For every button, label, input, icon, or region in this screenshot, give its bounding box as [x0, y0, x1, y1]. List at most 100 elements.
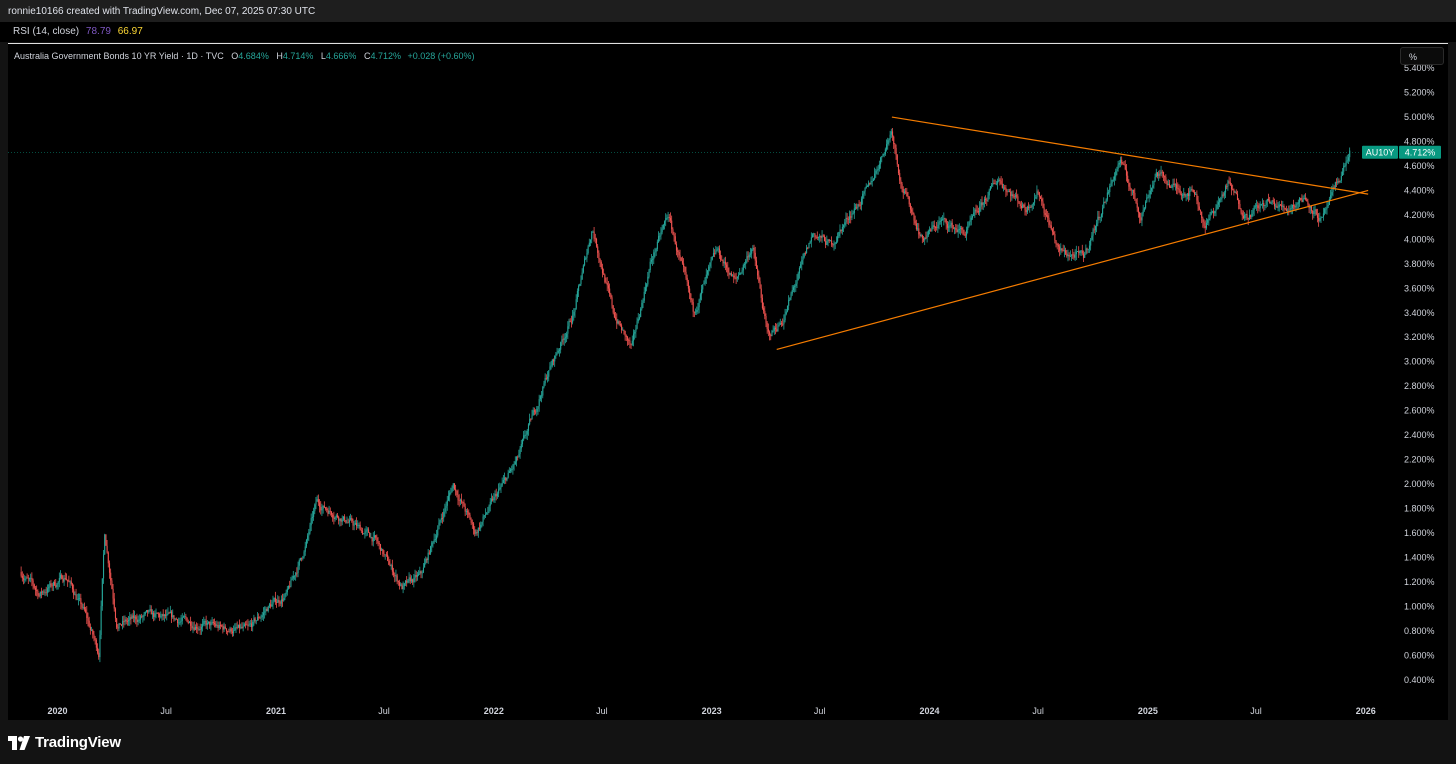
- candle-body: [578, 285, 580, 292]
- candle-body: [894, 144, 896, 148]
- candle-body: [550, 365, 552, 367]
- candle-body: [919, 234, 921, 237]
- indicator-panel: [0, 22, 1456, 42]
- candle-body: [838, 231, 840, 237]
- candle-body: [514, 461, 516, 465]
- rsi-legend[interactable]: RSI (14, close) 78.79 66.97: [13, 26, 143, 37]
- candle-body: [1133, 189, 1135, 193]
- candle-body: [182, 616, 185, 618]
- candle-body: [627, 336, 629, 341]
- candle-body: [54, 582, 56, 586]
- candle-body: [638, 317, 641, 319]
- candle-body: [153, 612, 155, 617]
- candle-body: [956, 229, 958, 233]
- candle-body: [927, 230, 929, 236]
- candle-body: [739, 272, 741, 276]
- candle-body: [925, 237, 927, 239]
- candle-body: [132, 615, 134, 618]
- candle-body: [64, 577, 66, 579]
- y-tick-label: 4.200%: [1404, 210, 1435, 220]
- panel-separator[interactable]: [8, 43, 1448, 44]
- candle-body: [167, 612, 169, 615]
- candle-body: [868, 182, 870, 187]
- candle-body: [903, 191, 906, 194]
- candle-body: [508, 471, 510, 473]
- chart-area[interactable]: [8, 44, 1448, 720]
- candle-body: [771, 330, 773, 337]
- candle-body: [206, 622, 208, 625]
- candle-body: [759, 281, 761, 289]
- candle-body: [938, 221, 940, 225]
- candle-body: [591, 232, 593, 240]
- x-tick-label: 2023: [702, 706, 722, 716]
- candle-body: [425, 558, 427, 564]
- candle-body: [1267, 198, 1270, 201]
- candle-body: [1098, 216, 1100, 218]
- candle-body: [826, 241, 828, 245]
- candle-body: [407, 579, 409, 583]
- candle-body: [654, 251, 656, 253]
- candle-body: [76, 599, 78, 601]
- x-tick-label: Jul: [1032, 706, 1044, 716]
- candle-body: [397, 581, 399, 583]
- candle-body: [815, 236, 817, 238]
- candle-body: [905, 191, 907, 193]
- candle-body: [555, 353, 557, 356]
- candle-body: [37, 590, 39, 596]
- candle-body: [354, 523, 356, 525]
- time-axis: 2020 Jul 2021 Jul 2022 Jul 2023 Jul 2024 Jul 2025 J…: [48, 706, 1376, 716]
- candle-body: [1082, 253, 1085, 258]
- candle-body: [1124, 164, 1126, 170]
- candle-body: [778, 324, 780, 326]
- candle-body: [1306, 199, 1308, 202]
- candle-body: [933, 225, 935, 228]
- candle-body: [434, 539, 436, 540]
- candle-body: [1159, 173, 1161, 175]
- candle-body: [1328, 198, 1330, 206]
- candle-body: [538, 399, 540, 407]
- candle-body: [763, 308, 765, 311]
- candle-body: [58, 577, 60, 582]
- candle-body: [683, 263, 685, 267]
- candle-body: [299, 557, 302, 561]
- candle-body: [21, 575, 23, 579]
- candle-body: [211, 621, 213, 624]
- candle-body: [733, 275, 735, 278]
- candle-body: [274, 597, 276, 602]
- candle-body: [233, 630, 235, 634]
- candle-body: [705, 274, 707, 278]
- candle-body: [802, 257, 804, 261]
- candle-body: [616, 319, 618, 324]
- candle-body: [973, 212, 975, 217]
- candle-body: [162, 614, 164, 617]
- candle-body: [1071, 254, 1073, 256]
- candle-body: [1041, 198, 1043, 202]
- candle-body: [218, 624, 220, 628]
- candle-body: [544, 377, 546, 384]
- candle-body: [316, 499, 318, 502]
- candle-body: [268, 604, 271, 607]
- candle-body: [336, 515, 339, 518]
- candle-body: [155, 612, 157, 614]
- candle-body: [650, 259, 652, 262]
- candle-body: [105, 534, 107, 546]
- low-label: L: [320, 51, 326, 61]
- candle-body: [157, 613, 159, 615]
- candle-body: [1121, 159, 1123, 164]
- candle-body: [1034, 198, 1036, 203]
- y-tick-label: 3.800%: [1404, 259, 1435, 269]
- candle-body: [378, 543, 380, 545]
- symbol-legend[interactable]: Australia Government Bonds 10 YR Yield ·…: [14, 51, 475, 61]
- candle-body: [785, 311, 787, 315]
- candle-body: [1090, 239, 1092, 246]
- open-value: 4.684%: [238, 51, 269, 61]
- tradingview-logo[interactable]: TradingView: [8, 734, 121, 751]
- candle-body: [595, 238, 598, 247]
- candle-body: [1135, 199, 1137, 204]
- candle-body: [1069, 255, 1071, 257]
- percent-scale-button[interactable]: %: [1400, 47, 1444, 65]
- candle-body: [1066, 253, 1068, 256]
- candle-body: [1336, 182, 1338, 184]
- candle-body: [592, 231, 594, 233]
- candle-body: [1184, 193, 1186, 197]
